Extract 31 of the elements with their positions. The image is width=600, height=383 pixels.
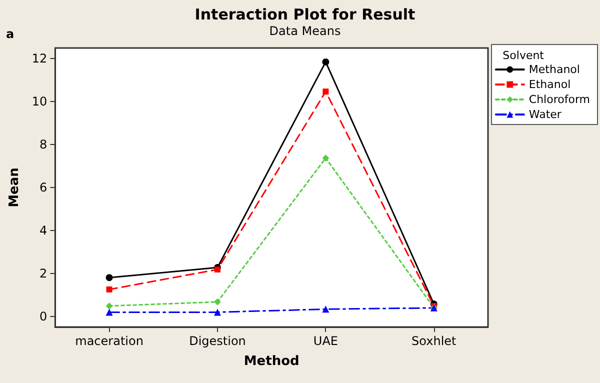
y-tick-label: 8 — [40, 138, 48, 152]
point — [322, 154, 330, 162]
x-tick-label: maceration — [75, 334, 144, 348]
x-tick-label: Digestion — [189, 334, 246, 348]
chart-title: Interaction Plot for Result — [194, 6, 416, 24]
point — [214, 308, 221, 316]
x-tick-label: UAE — [313, 334, 338, 348]
y-tick-label: 4 — [40, 223, 48, 238]
y-tick-label: 6 — [40, 180, 48, 194]
text: a — [6, 27, 14, 41]
legend-label: Methanol — [528, 63, 580, 76]
y-axis-title: Mean — [7, 168, 22, 208]
point — [214, 298, 221, 306]
x-tick-label: Soxhlet — [412, 334, 457, 348]
point — [106, 308, 113, 316]
point — [322, 58, 330, 66]
legend-label: Ethanol — [528, 78, 571, 91]
y-tick-label: 2 — [40, 266, 48, 280]
y-tick-label: 12 — [32, 52, 48, 66]
legend-label: Water — [528, 108, 562, 121]
x-axis-title: Method — [244, 354, 300, 369]
chart-subtitle: Data Means — [269, 24, 341, 38]
legend-label: Chloroform — [528, 93, 590, 106]
point — [106, 302, 113, 310]
point — [322, 306, 330, 313]
y-tick-label: 0 — [40, 309, 48, 324]
point — [106, 286, 112, 292]
point — [106, 274, 113, 282]
legend-title: Solvent — [502, 49, 545, 62]
y-tick-label: 10 — [32, 94, 48, 109]
point — [322, 88, 329, 95]
